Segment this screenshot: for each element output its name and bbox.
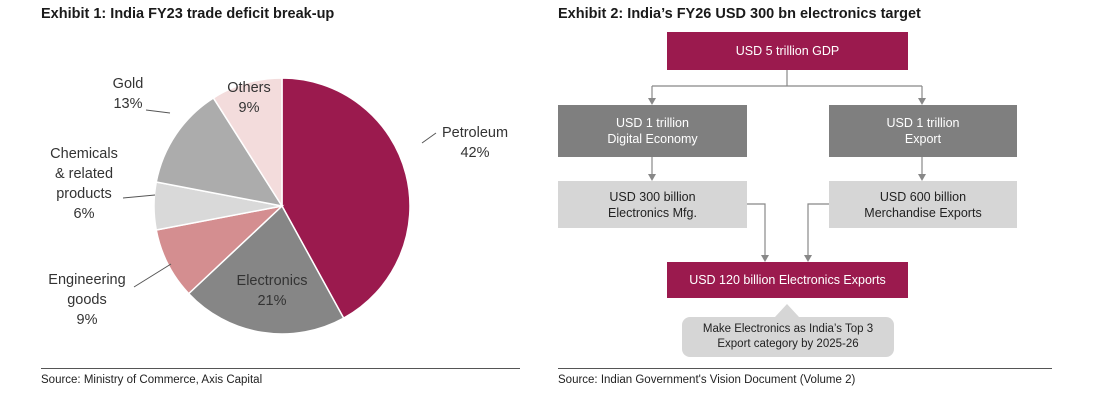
- box-gdp: USD 5 trillion GDP: [667, 32, 908, 70]
- box-gdp-line-1: USD 5 trillion GDP: [735, 44, 840, 58]
- arrow-to-mfg: [648, 174, 656, 181]
- exhibit2-title: Exhibit 2: India’s FY26 USD 300 bn elect…: [558, 6, 921, 22]
- arrow-mfg-to-elec-exports: [761, 255, 769, 262]
- pie-slice-gold: [155, 96, 284, 208]
- box-digital-line-1: USD 1 trillion: [616, 116, 689, 130]
- leader-line-gold: [145, 109, 171, 114]
- arrow-to-digital: [648, 98, 656, 105]
- box-mfg-line-1: USD 300 billion: [609, 189, 696, 204]
- box-electronics-exports: USD 120 billion Electronics Exports: [667, 262, 908, 298]
- callout-line-2: Export category by 2025-26: [717, 338, 859, 350]
- exhibit1-divider: [41, 368, 520, 369]
- pie-label-electronics: Electronics 21%: [237, 273, 308, 309]
- callout-pointer: [775, 304, 799, 317]
- exhibit1-title: Exhibit 1: India FY23 trade deficit brea…: [41, 6, 335, 22]
- pie-label-gold: Gold 13%: [113, 76, 144, 112]
- exhibit1-source: Source: Ministry of Commerce, Axis Capit…: [41, 374, 263, 386]
- box-export: USD 1 trillion Export: [829, 105, 1017, 157]
- connector-merch-to-elec-exports: [807, 203, 829, 255]
- box-export-line-2: Export: [904, 132, 942, 146]
- leader-line-petroleum: [421, 132, 437, 144]
- pie-slice-petroleum: [281, 77, 411, 320]
- box-merch-line-1: USD 600 billion: [879, 189, 967, 204]
- box-digital-line-2: Digital Economy: [607, 132, 698, 146]
- pie-chart: [153, 77, 411, 335]
- exhibit2-source: Source: Indian Government's Vision Docum…: [558, 374, 856, 386]
- box-electronics-mfg: USD 300 billion Electronics Mfg.: [558, 181, 747, 228]
- arrow-to-merch: [918, 174, 926, 181]
- pie-label-others: Others 9%: [227, 80, 271, 116]
- connector-mfg-to-elec-exports: [747, 203, 766, 255]
- box-export-line-1: USD 1 trillion: [886, 116, 960, 130]
- box-digital-economy: USD 1 trillion Digital Economy: [558, 105, 747, 157]
- box-merch-line-2: Merchandise Exports: [864, 205, 982, 220]
- arrow-merch-to-elec-exports: [804, 255, 812, 262]
- leader-line-chemicals-and-related-products: [122, 194, 156, 199]
- pie-label-petroleum: Petroleum 42%: [442, 125, 508, 161]
- box-merchandise-exports: USD 600 billion Merchandise Exports: [829, 181, 1017, 228]
- flow-connectors: [648, 70, 926, 317]
- callout-line-1: Make Electronics as India’s Top 3: [702, 323, 874, 335]
- target-callout: Make Electronics as India’s Top 3 Export…: [682, 317, 894, 357]
- pie-leader-lines: [122, 109, 437, 288]
- box-elec-exports-line-1: USD 120 billion Electronics Exports: [689, 273, 886, 287]
- leader-line-engineering-goods: [133, 263, 172, 288]
- pie-label-chemicals-and-related-products: Chemicals & related products 6%: [50, 146, 118, 222]
- pie-slice-electronics: [187, 204, 345, 335]
- box-mfg-line-2: Electronics Mfg.: [608, 205, 697, 220]
- pie-slice-others: [212, 77, 283, 209]
- arrow-to-export: [918, 98, 926, 105]
- pie-label-engineering-goods: Engineering goods 9%: [48, 272, 125, 328]
- exhibit2-divider: [558, 368, 1052, 369]
- pie-labels: Petroleum 42% Electronics 21% Engineering goo…: [48, 76, 508, 328]
